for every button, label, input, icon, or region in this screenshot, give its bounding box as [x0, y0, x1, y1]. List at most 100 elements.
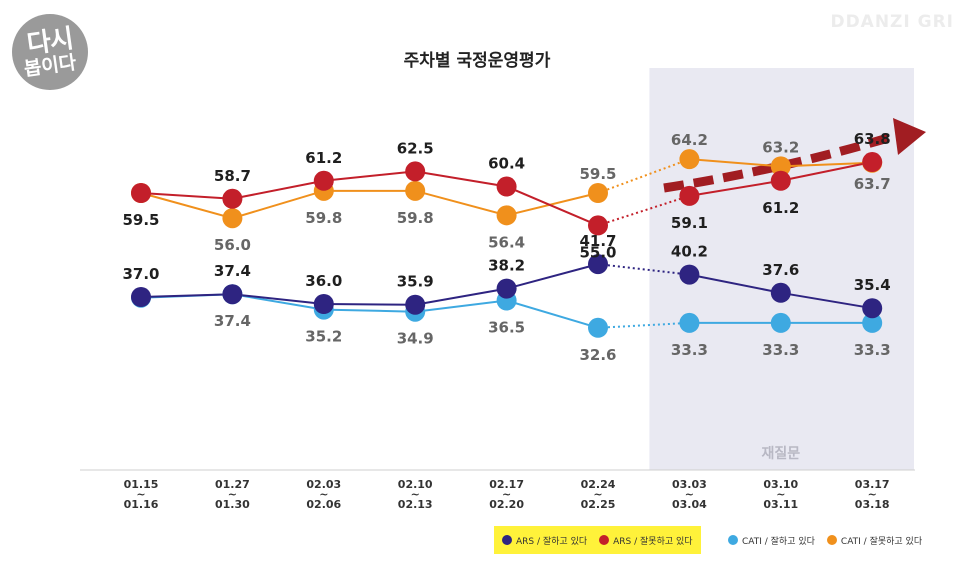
data-label-4: 60.4 — [488, 155, 525, 173]
x-tick-label-7: 03.10 ~03.11 — [763, 478, 798, 511]
legend-label-cati-bad: CATI / 잘못하고 있다 — [840, 536, 923, 547]
legend-marker-cati-good — [728, 535, 738, 545]
series-1-point-1 — [222, 188, 243, 209]
series-line-2-pre — [140, 293, 599, 329]
data-label-12: 56.4 — [488, 233, 525, 251]
data-label-30: 32.6 — [579, 346, 616, 364]
data-label-29: 36.5 — [488, 319, 525, 337]
series-2-point-6 — [679, 312, 700, 333]
series-line-3-pre — [140, 189, 599, 220]
data-label-18: 37.4 — [214, 262, 251, 280]
series-0-point-8 — [862, 298, 883, 319]
series-1-point-5 — [588, 215, 608, 236]
series-1-point-3 — [405, 161, 426, 182]
x-tick-label-2: 02.03 ~02.06 — [306, 478, 341, 511]
data-label-26: 37.4 — [214, 312, 251, 330]
data-label-32: 33.3 — [762, 341, 799, 359]
x-tick-label-4: 02.17 ~02.20 — [489, 478, 524, 511]
data-label-25: 35.4 — [854, 276, 891, 294]
series-0-point-7 — [770, 282, 791, 303]
data-label-21: 38.2 — [488, 257, 525, 275]
x-tick-label-3: 02.10 ~02.13 — [398, 478, 433, 511]
data-label-6: 59.1 — [671, 214, 708, 232]
data-label-0: 59.5 — [122, 211, 159, 229]
data-label-9: 56.0 — [214, 236, 251, 254]
series-1-point-6 — [679, 185, 700, 206]
highlight-label: 재질문 — [761, 446, 800, 462]
data-label-19: 36.0 — [305, 272, 342, 290]
legend-item-ars-good: ARS / 잘하고 있다 — [502, 534, 587, 547]
series-2-point-8 — [862, 312, 883, 333]
x-tick-label-1: 01.27 ~01.30 — [215, 478, 250, 511]
data-label-31: 33.3 — [671, 341, 708, 359]
data-label-17: 37.0 — [122, 265, 159, 283]
data-label-8: 63.8 — [854, 130, 891, 148]
series-1-point-7 — [770, 170, 791, 191]
legend-item-cati-good: CATI / 잘하고 있다 — [728, 534, 815, 547]
series-line-0-transition — [597, 263, 690, 276]
legend-ars: ARS / 잘하고 있다 ARS / 잘못하고 있다 — [494, 526, 701, 554]
data-label-20: 35.9 — [397, 273, 434, 291]
series-line-1-pre — [140, 170, 599, 227]
data-label-27: 35.2 — [305, 328, 342, 346]
legend-label-cati-good: CATI / 잘하고 있다 — [742, 536, 815, 547]
data-label-2: 61.2 — [305, 149, 342, 167]
series-3-point-4 — [496, 205, 517, 226]
series-line-0-pre — [140, 263, 599, 306]
data-label-22: 41.7 — [579, 232, 616, 250]
chart-title: 주차별 국정운영평가 — [403, 51, 551, 71]
x-tick-label-8: 03.17 ~03.18 — [855, 478, 890, 511]
series-line-1-transition — [597, 194, 690, 227]
data-label-10: 59.8 — [305, 209, 342, 227]
data-label-14: 64.2 — [671, 131, 708, 149]
data-label-23: 40.2 — [671, 243, 708, 261]
series-1-point-4 — [496, 176, 517, 197]
legend-label-ars-good: ARS / 잘하고 있다 — [516, 536, 588, 547]
series-line-3-transition — [597, 158, 690, 194]
x-tick-label-6: 03.03 ~03.04 — [672, 478, 707, 511]
legend-label-ars-bad: ARS / 잘못하고 있다 — [613, 536, 693, 547]
x-tick-label-5: 02.24 ~02.25 — [581, 478, 616, 511]
series-2-point-7 — [770, 312, 791, 333]
series-2-point-5 — [588, 317, 608, 338]
channel-logo: 다시 봅이다 — [12, 14, 88, 90]
data-label-11: 59.8 — [397, 209, 434, 227]
data-label-28: 34.9 — [397, 330, 434, 348]
legend-item-cati-bad: CATI / 잘못하고 있다 — [826, 534, 923, 547]
data-label-1: 58.7 — [214, 167, 251, 185]
data-label-7: 61.2 — [762, 199, 799, 217]
legend-marker-ars-bad — [599, 535, 610, 545]
data-label-16: 63.7 — [854, 175, 891, 193]
series-0-point-1 — [222, 284, 243, 305]
data-label-3: 62.5 — [397, 139, 434, 157]
series-1-point-2 — [313, 170, 334, 191]
series-3-point-3 — [405, 180, 426, 201]
series-0-point-6 — [679, 264, 700, 285]
series-1-point-0 — [131, 183, 151, 203]
series-0-point-0 — [131, 287, 151, 307]
series-0-point-5 — [588, 254, 608, 275]
series-line-2-transition — [597, 321, 690, 329]
data-label-24: 37.6 — [762, 261, 799, 279]
legend-item-ars-bad: ARS / 잘못하고 있다 — [599, 534, 693, 547]
watermark: DDANZI GRI — [830, 12, 954, 32]
data-label-5: 55.0 — [579, 243, 616, 261]
series-3-point-1 — [222, 208, 243, 229]
legend-marker-cati-bad — [826, 535, 837, 545]
data-label-33: 33.3 — [854, 341, 891, 359]
x-tick-label-0: 01.15 ~01.16 — [124, 478, 159, 511]
trend-arrow-head — [893, 118, 926, 155]
series-1-point-8 — [862, 152, 883, 173]
series-0-point-2 — [313, 294, 334, 314]
series-3-point-6 — [679, 149, 700, 170]
legend-cati: CATI / 잘하고 있다 CATI / 잘못하고 있다 — [728, 526, 948, 554]
legend-marker-ars-good — [502, 535, 512, 545]
series-3-point-7 — [770, 156, 791, 177]
data-label-13: 59.5 — [579, 165, 616, 183]
series-0-point-3 — [405, 294, 426, 315]
series-3-point-5 — [588, 183, 608, 203]
data-label-15: 63.2 — [762, 138, 799, 156]
series-0-point-4 — [496, 278, 517, 299]
